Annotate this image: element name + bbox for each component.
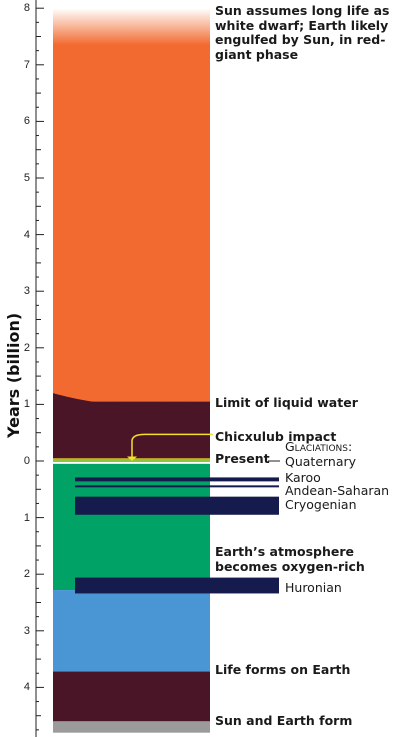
y-axis — [35, 0, 44, 737]
label-andean-saharan: Andean-Saharan — [285, 483, 390, 498]
oxygen-rich-band — [53, 463, 210, 591]
axis-tick-label: 6 — [23, 115, 30, 128]
axis-tick-label: 3 — [23, 285, 30, 298]
glaciation-bar-cryogenian — [75, 496, 279, 515]
chicxulub-callout-line — [131, 433, 213, 459]
glaciation-bars — [75, 477, 279, 594]
label-life-forms: Life forms on Earth — [215, 662, 351, 677]
axis-tick-label: 2 — [23, 568, 30, 581]
label-oxygen-rich: Earth’s atmosphere becomes oxygen-rich — [215, 544, 365, 574]
label-sun-white-dwarf: Sun assumes long life as white dwarf; Ea… — [215, 3, 390, 62]
axis-tick-label: 1 — [23, 511, 30, 524]
sun-fade-band — [53, 8, 210, 45]
axis-title: Years (billion) — [4, 312, 23, 438]
label-sun-earth-form: Sun and Earth form — [215, 713, 353, 728]
glaciation-bar-huronian — [75, 577, 279, 594]
glaciation-bar-karoo — [75, 477, 279, 482]
label-glaciations-heading: Glaciations: — [285, 439, 353, 454]
label-liquid-water: Limit of liquid water — [215, 395, 358, 410]
label-present: Present — [215, 451, 270, 466]
glaciation-bar-andean-saharan — [75, 485, 279, 488]
label-chicxulub: Chicxulub impact — [215, 429, 337, 444]
axis-tick-label: 0 — [23, 455, 30, 467]
before-life-band — [53, 671, 210, 722]
axis-tick-label: 4 — [23, 228, 30, 241]
axis-tick-label: 4 — [23, 681, 30, 694]
axis-tick-label: 7 — [23, 58, 30, 71]
red-giant-band — [53, 44, 210, 402]
callout-lines — [53, 433, 280, 462]
label-huronian: Huronian — [285, 580, 342, 595]
label-cryogenian: Cryogenian — [285, 497, 357, 512]
timeline-bands — [53, 8, 210, 733]
arrow-down-icon — [127, 456, 137, 461]
axis-tick-label: 1 — [23, 398, 30, 411]
axis-tick-label: 5 — [23, 172, 30, 184]
present-line — [53, 460, 210, 462]
label-quaternary: Quaternary — [285, 454, 357, 469]
water-limit-boundary — [53, 393, 210, 433]
formation-band — [53, 721, 210, 733]
axis-tick-label: 3 — [23, 624, 30, 637]
axis-tick-label: 8 — [23, 2, 30, 15]
label-karoo: Karoo — [285, 470, 321, 485]
early-life-band — [53, 590, 210, 672]
axis-tick-label: 2 — [23, 341, 30, 354]
